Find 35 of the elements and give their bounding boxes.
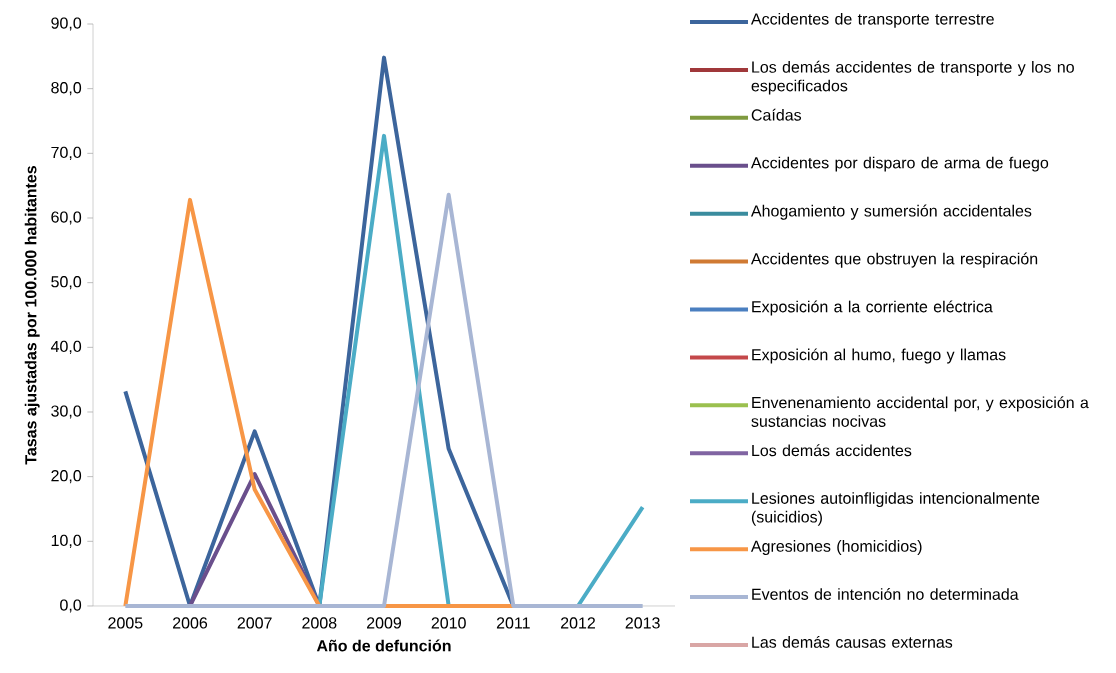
legend-label: Los demás accidentes de transporte y los no especificados [751,60,1074,95]
x-tick-label: 2009 [367,617,402,629]
legend-label: Caídas [751,108,802,121]
legend-label: Lesiones autoinfligidas intencionalmente (suicidios) [751,492,1040,526]
x-tick-label: 2005 [108,617,143,629]
y-tick-label: 20,0 [51,470,82,484]
y-tick-label: 50,0 [51,276,82,290]
legend-label: Envenenamiento accidental por, y exposición a sustancias nocivas [751,396,1089,427]
y-tick-label: 80,0 [51,82,82,96]
legend-label: Accidentes de transporte terrestre [750,12,994,28]
legend-label: Agresiones (homicidios) [750,540,922,555]
legend-label: Las demás causas externas [752,635,953,648]
y-tick-label: 0,0 [60,599,82,613]
legend-label: Ahogamiento y sumersión accidentales [750,204,1032,220]
legend-label: Eventos de intención no determinada [752,588,1019,600]
legend-label: Accidentes por disparo de arma de fuego [750,156,1049,172]
y-tick-label: 90,0 [51,17,82,31]
legend-label: Los demás accidentes [752,444,912,457]
x-tick-label: 2011 [496,617,530,629]
x-tick-label: 2012 [560,617,595,629]
x-tick-label: 2006 [173,617,208,629]
y-axis-title: Tasas ajustadas por 100.000 habitantes [24,165,40,465]
x-tick-label: 2007 [237,617,272,629]
y-tick-label: 30,0 [51,405,82,419]
x-tick-label: 2013 [625,617,660,629]
y-tick-label: 10,0 [51,534,82,548]
y-tick-label: 60,0 [51,211,82,225]
legend-label: Exposición a la corriente eléctrica [752,300,993,316]
legend-label: Exposición al humo, fuego y llamas [752,348,1006,364]
x-tick-label: 2008 [302,617,337,629]
x-axis-title: Año de defunción [316,639,451,652]
y-tick-label: 70,0 [51,146,82,160]
y-tick-label: 40,0 [50,340,82,354]
x-tick-label: 2010 [431,617,466,629]
legend-label: Accidentes que obstruyen la respiración [750,252,1038,268]
